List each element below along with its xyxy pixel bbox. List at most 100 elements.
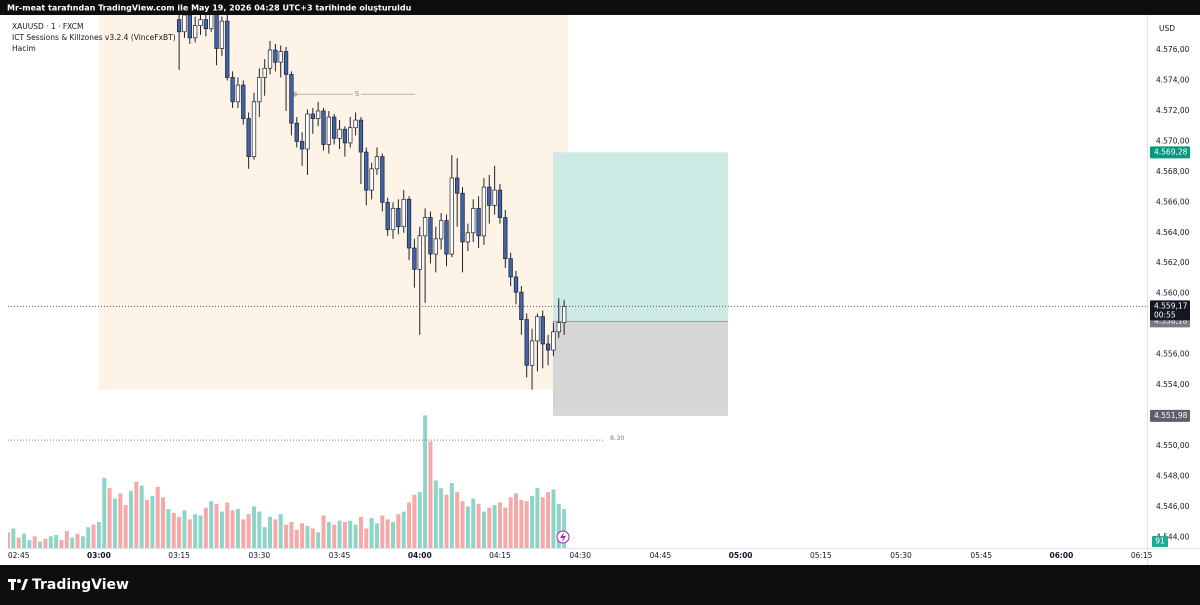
- candle-body: [305, 113, 310, 150]
- candle-body: [401, 198, 406, 228]
- candle-body: [310, 113, 315, 119]
- x-tick-label: 06:00: [1050, 551, 1074, 560]
- candle-body: [535, 316, 540, 342]
- y-tick-label: 4.568,00: [1156, 167, 1190, 176]
- volume-bar: [268, 516, 273, 548]
- volume-bar: [59, 540, 64, 548]
- volume-bar: [342, 522, 347, 548]
- candle-body: [476, 208, 481, 237]
- x-tick-label: 04:45: [650, 551, 672, 560]
- candle-body: [390, 208, 396, 231]
- volume-bar: [497, 502, 502, 548]
- x-tick-label: 05:00: [729, 551, 753, 560]
- volume-level-label: 8.30: [610, 434, 624, 442]
- volume-bar: [492, 505, 497, 548]
- volume-bar: [8, 532, 10, 548]
- candle-body: [369, 168, 374, 191]
- volume-bar: [187, 519, 192, 548]
- candle-body: [524, 319, 529, 366]
- volume-bar: [262, 527, 267, 548]
- candle-body: [299, 141, 305, 150]
- entry-price-label: 4.558,18: [1154, 316, 1188, 325]
- volume-bar: [380, 515, 385, 548]
- volume-bar: [524, 501, 529, 548]
- candle-body: [471, 208, 476, 234]
- volume-bar: [161, 497, 166, 548]
- candle-body: [267, 49, 273, 69]
- volume-bar: [145, 499, 150, 548]
- candle-body: [380, 156, 385, 203]
- y-tick-label: 4.560,00: [1156, 289, 1190, 298]
- candle-body: [203, 19, 209, 30]
- candle-body: [374, 156, 380, 170]
- candle-body: [289, 74, 294, 124]
- candle-body: [209, 15, 214, 30]
- volume-bar: [439, 488, 444, 548]
- candle-body: [273, 49, 278, 63]
- candle-body: [246, 118, 251, 157]
- y-tick-label: 4.562,00: [1156, 258, 1190, 267]
- volume-bar: [284, 524, 289, 548]
- y-tick-label: 4.554,00: [1156, 380, 1190, 389]
- x-tick-label: 05:45: [970, 551, 992, 560]
- annotation-label: S: [355, 90, 360, 98]
- stop-price-label: 4.551,98: [1154, 411, 1188, 420]
- candle-body: [412, 247, 417, 270]
- volume-bar: [300, 523, 305, 548]
- volume-bar: [48, 536, 53, 548]
- candle-body: [492, 189, 497, 206]
- volume-bar: [241, 519, 246, 548]
- volume-bar: [118, 493, 123, 548]
- volume-bar: [86, 527, 91, 548]
- x-tick-label: 02:45: [8, 551, 30, 560]
- candle-body: [214, 15, 219, 49]
- x-tick-label: 04:15: [489, 551, 511, 560]
- candle-body: [337, 128, 342, 139]
- volume-bar: [273, 519, 278, 548]
- volume-bar: [530, 496, 535, 548]
- candle-body: [438, 220, 444, 240]
- candle-body: [283, 51, 289, 75]
- annotation-dot: [292, 91, 298, 97]
- candle-body: [508, 258, 513, 278]
- target-price-label: 4.569,28: [1154, 147, 1188, 156]
- logo-part: [21, 579, 28, 590]
- volume-bar: [433, 480, 438, 548]
- candle-body: [326, 116, 331, 145]
- volume-bar: [294, 529, 299, 548]
- logo-part: [17, 579, 21, 583]
- volume-bar: [385, 519, 390, 548]
- y-tick-label: 4.572,00: [1156, 106, 1190, 115]
- y-tick-label: 4.570,00: [1156, 136, 1190, 145]
- candle-body: [182, 15, 187, 33]
- volume-bar: [481, 511, 486, 548]
- volume-bar: [171, 512, 176, 548]
- volume-bar: [556, 503, 561, 548]
- volume-bar: [305, 525, 310, 548]
- y-tick-label: 4.548,00: [1156, 471, 1190, 480]
- candle-body: [385, 201, 390, 231]
- volume-bar: [203, 507, 208, 548]
- volume-bar: [251, 506, 256, 548]
- volume-bar: [278, 514, 283, 548]
- y-tick-label: 4.546,00: [1156, 502, 1190, 511]
- footer-bar: [0, 565, 1200, 605]
- volume-bar: [535, 488, 540, 548]
- volume-bar: [155, 486, 160, 548]
- candle-body: [481, 186, 487, 237]
- volume-bar: [102, 477, 107, 548]
- stop-zone: [553, 321, 728, 416]
- volume-bar: [348, 520, 353, 548]
- candle-body: [321, 110, 326, 145]
- volume-bar: [134, 481, 139, 548]
- volume-bar: [391, 522, 396, 548]
- volume-bar: [508, 497, 513, 548]
- volume-bar: [80, 536, 85, 548]
- volume-bar: [369, 518, 374, 548]
- volume-bar: [128, 490, 133, 548]
- last-price-label: 4.559,17: [1154, 301, 1188, 310]
- candle-body: [545, 343, 551, 351]
- candle-body: [428, 217, 433, 255]
- volume-bar: [449, 483, 454, 548]
- volume-bar: [546, 492, 551, 548]
